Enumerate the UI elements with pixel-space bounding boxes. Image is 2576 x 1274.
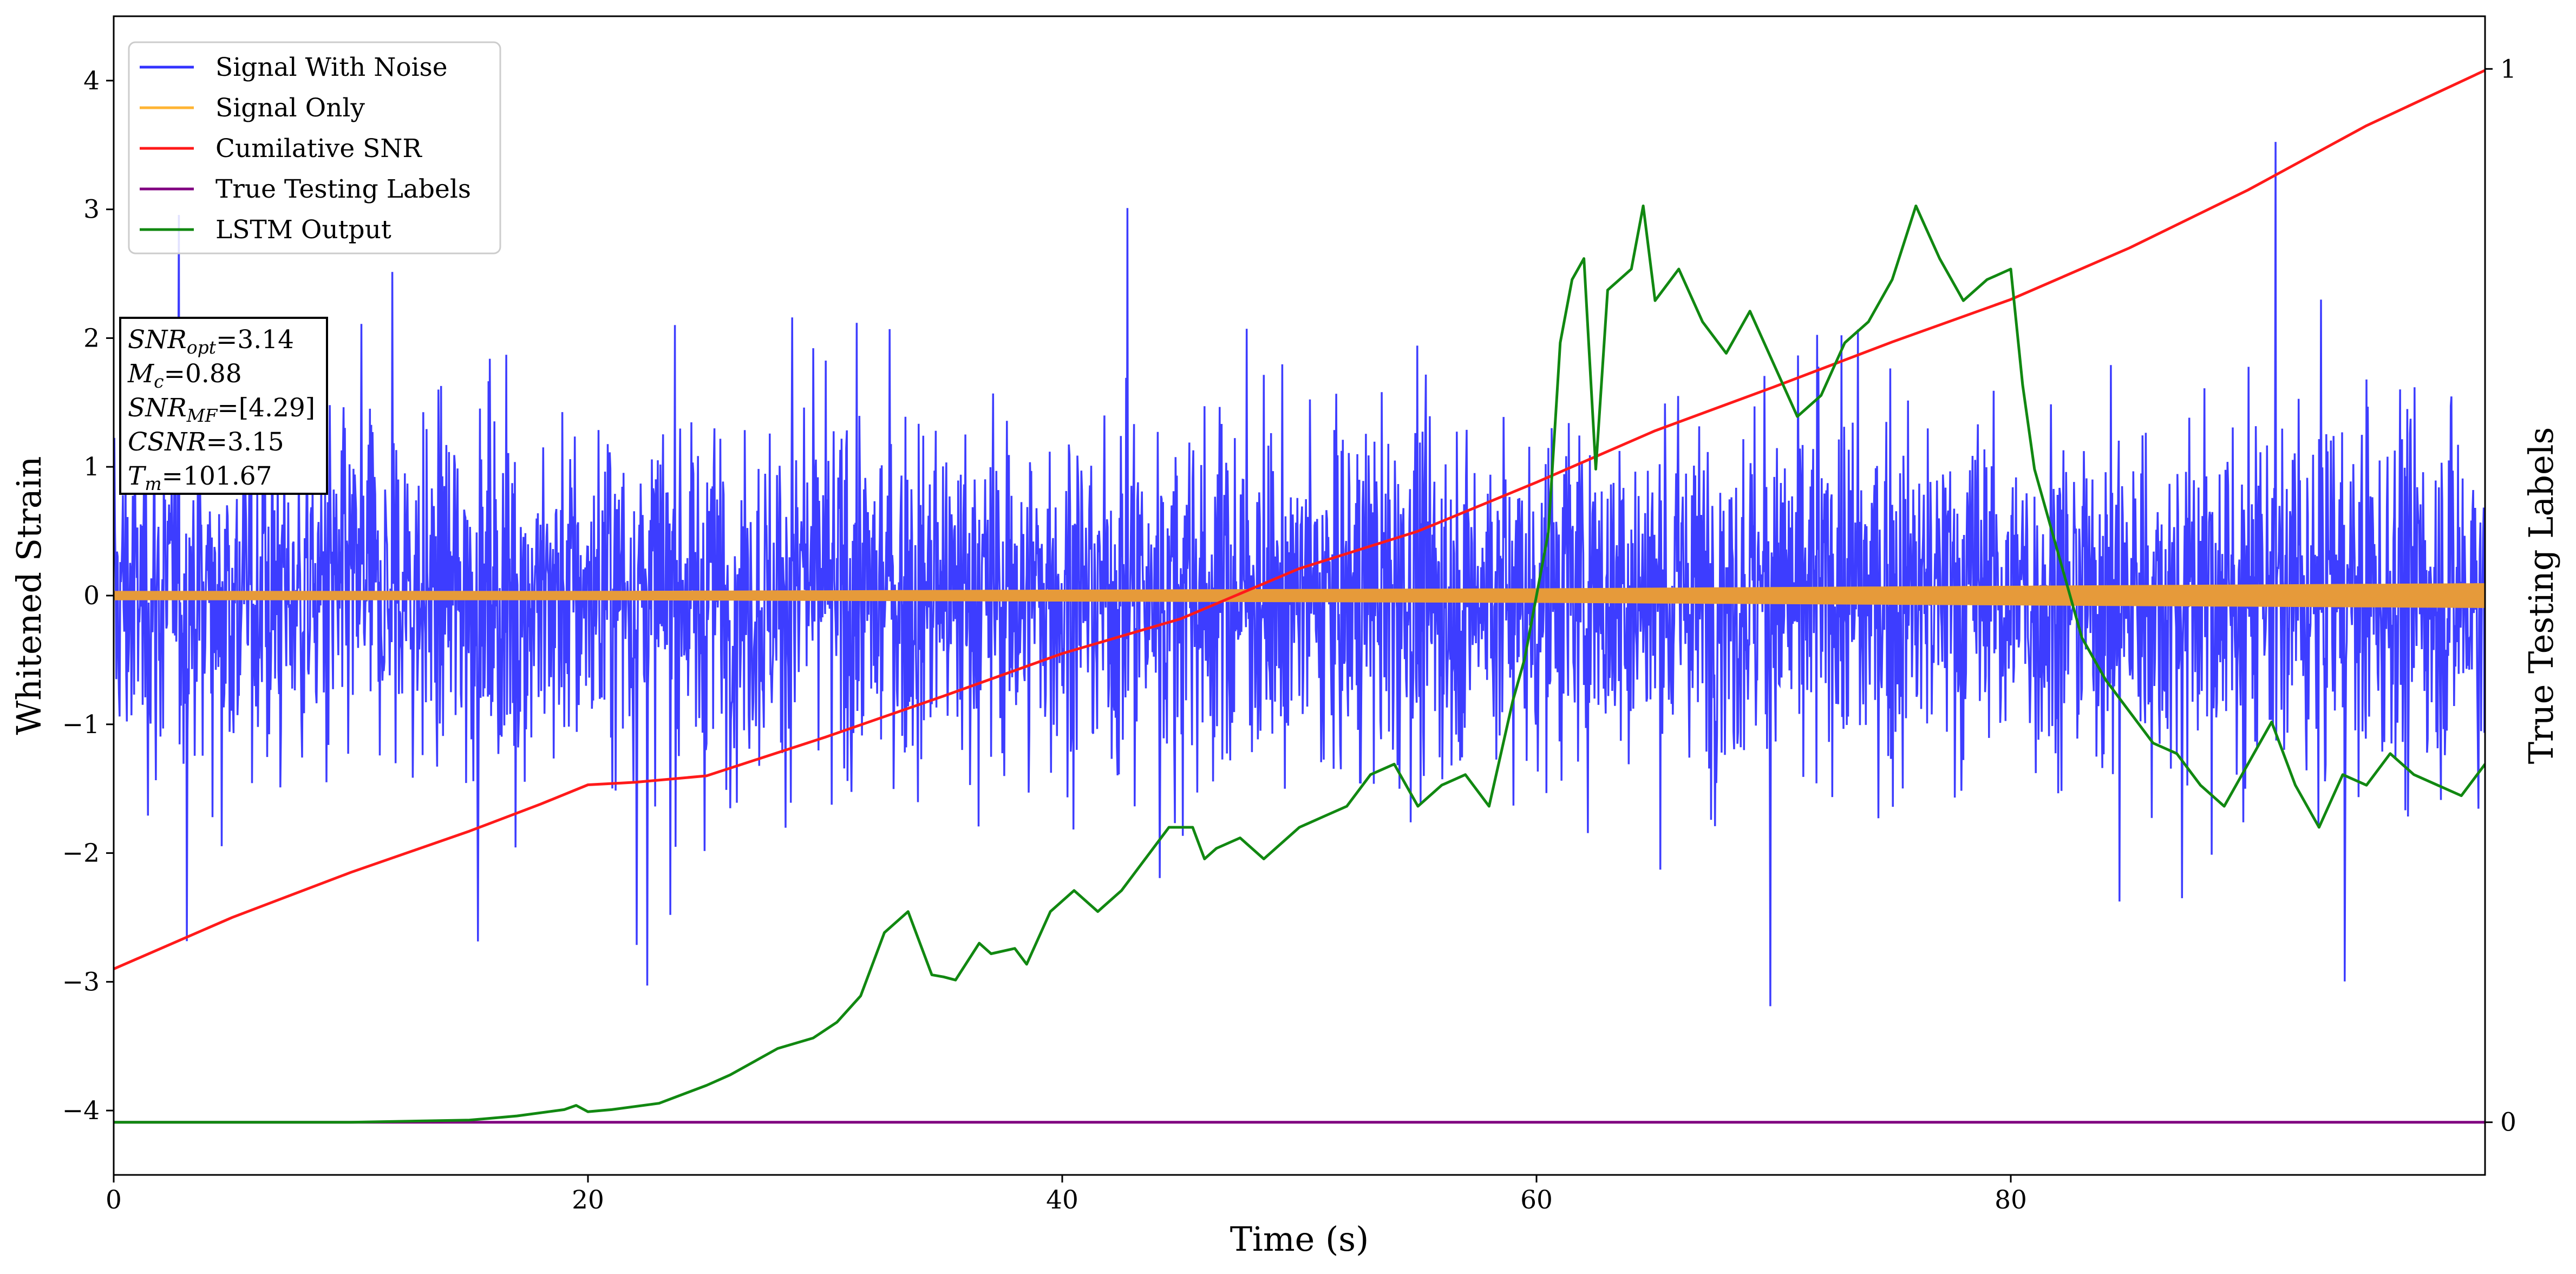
y-right-tick-label: 0 xyxy=(2500,1108,2516,1138)
x-tick-label: 0 xyxy=(106,1185,122,1215)
annotation-line: CSNR=3.15 xyxy=(128,427,284,457)
series-signal-only-band xyxy=(114,583,2485,608)
x-axis: 0 20 40 60 80 xyxy=(106,1175,2027,1215)
y-left-tick-label: 3 xyxy=(83,195,100,225)
legend: Signal With Noise Signal Only Cumilative S… xyxy=(128,41,501,254)
legend-entry-label: True Testing Labels xyxy=(215,174,471,204)
y-right-tick-label: 1 xyxy=(2500,54,2516,84)
legend-entry-label: Signal With Noise xyxy=(215,53,448,82)
y-axis-right-label: True Testing Labels xyxy=(2521,427,2561,765)
legend-box xyxy=(128,41,501,254)
y-left-tick-label: 0 xyxy=(83,581,100,611)
y-left-tick-label: −3 xyxy=(62,967,100,997)
y-left-tick-label: 1 xyxy=(83,452,100,482)
x-axis-label: Time (s) xyxy=(1230,1219,1369,1259)
plot-area xyxy=(114,69,2485,1124)
x-tick-label: 60 xyxy=(1520,1185,1553,1215)
y-left-tick-label: 2 xyxy=(83,323,100,353)
series-cumilative-snr-line xyxy=(114,69,2485,970)
y-left-tick-label: −1 xyxy=(62,710,100,740)
y-left-tick-label: 4 xyxy=(83,66,100,96)
series-signal-with-noise-line xyxy=(114,142,2485,1007)
y-left-tick-label: −2 xyxy=(62,839,100,868)
legend-entry-label: Signal Only xyxy=(215,93,365,123)
y-axis-left: −4 −3 −2 −1 0 1 2 3 4 xyxy=(62,66,114,1126)
annotation-line: SNRMF=[4.29] xyxy=(128,393,315,426)
x-tick-label: 20 xyxy=(572,1185,604,1215)
legend-entry-label: Cumilative SNR xyxy=(215,134,422,164)
annotation-line: SNRopt=3.14 xyxy=(128,325,294,358)
x-tick-label: 80 xyxy=(1995,1185,2027,1215)
annotation-line: Tm=101.67 xyxy=(128,461,272,494)
x-tick-label: 40 xyxy=(1046,1185,1078,1215)
y-left-tick-label: −4 xyxy=(62,1096,100,1126)
annotation-line: Mc=0.88 xyxy=(127,359,242,392)
legend-entry-label: LSTM Output xyxy=(215,215,391,245)
series-lstm-output-line xyxy=(114,204,2485,1124)
y-axis-right: 01 xyxy=(2485,54,2516,1138)
y-axis-left-label: Whitened Strain xyxy=(9,456,49,735)
annotation-frame xyxy=(119,317,328,495)
